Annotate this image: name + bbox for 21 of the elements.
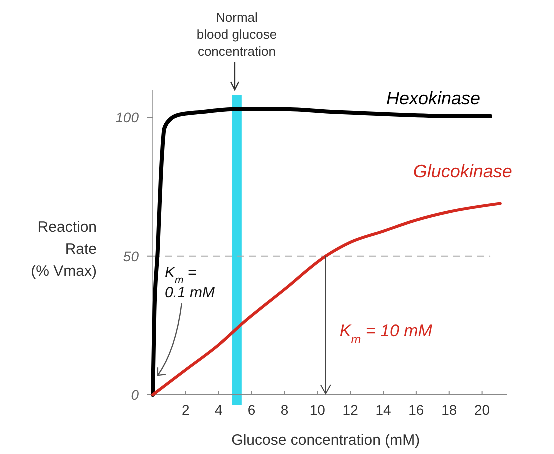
- y-tick-label: 0: [131, 387, 140, 403]
- annotation: K$_{m}$ = 10 mM: [340, 321, 434, 346]
- x-tick-label: 16: [408, 402, 424, 418]
- x-tick-label: 20: [474, 402, 490, 418]
- line-series: [152, 202, 502, 396]
- series-label: Hexokinase: [386, 88, 481, 108]
- x-tick-label: 8: [280, 402, 289, 418]
- x-tick-label: 6: [248, 402, 256, 418]
- y-tick-label: 50: [123, 248, 140, 264]
- x-tick-label: 14: [376, 402, 392, 418]
- x-tick-label: 10: [310, 402, 326, 418]
- x-tick-label: 4: [214, 402, 223, 418]
- y-axis-title: Reaction Rate (% Vmax): [31, 219, 97, 280]
- x-axis-title: Glucose concentration (mM): [232, 432, 420, 449]
- x-tick-label: 12: [342, 402, 359, 418]
- x-tick-label: 2: [182, 402, 190, 418]
- x-tick-label: 18: [442, 402, 458, 418]
- annotation: K$_{m}$ = 0.1 mM: [164, 264, 216, 302]
- band-label: Normal blood glucose concentration: [196, 10, 278, 59]
- y-tick-label: 100: [116, 110, 140, 126]
- series-label: Glucokinase: [413, 162, 512, 182]
